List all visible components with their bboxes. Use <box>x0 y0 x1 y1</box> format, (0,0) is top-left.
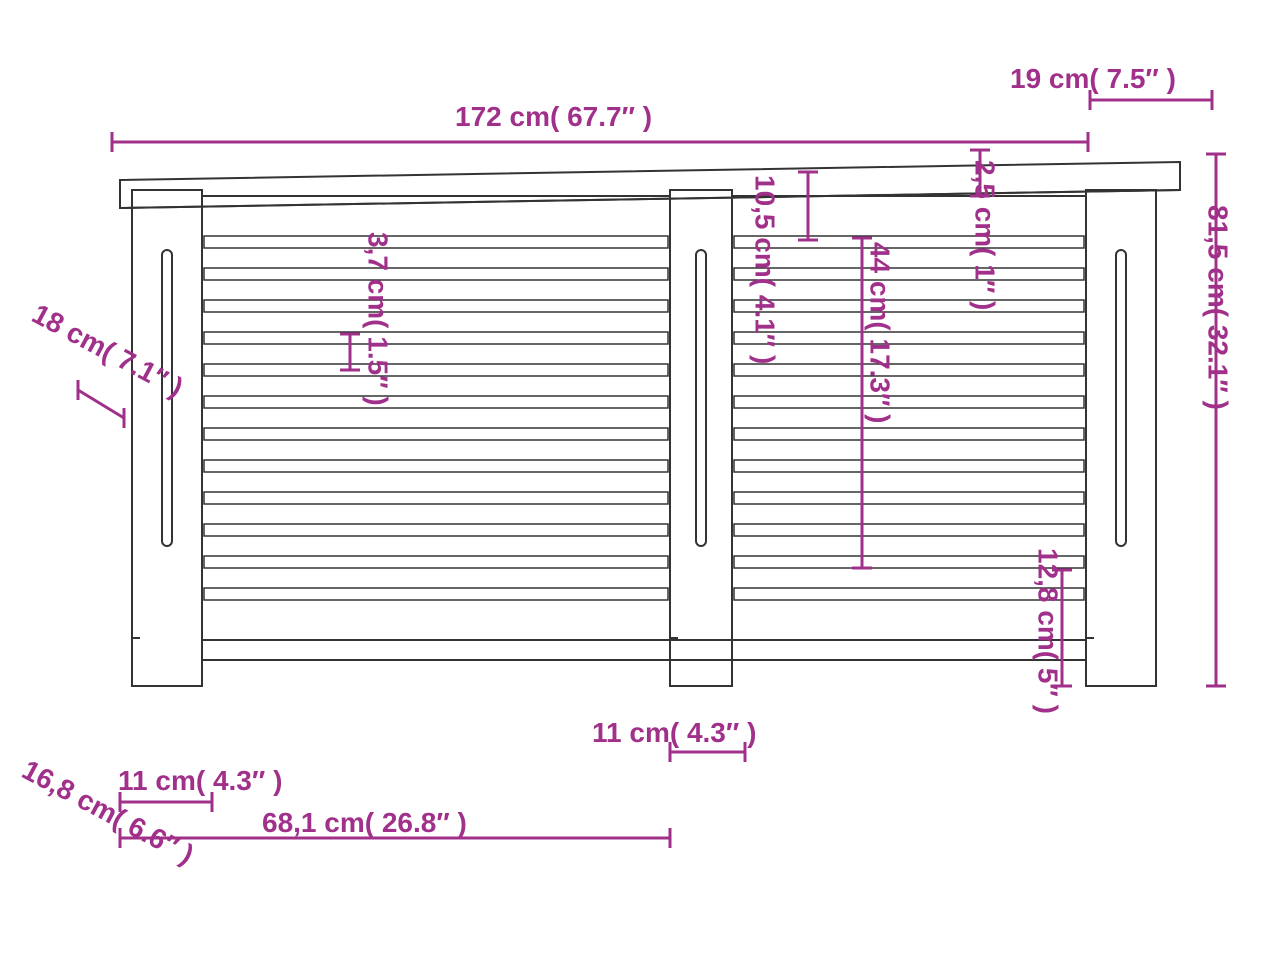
slat <box>204 396 668 408</box>
dim-label-gap_top: 10,5 cm( 4.1″ ) <box>750 175 781 364</box>
dim-label-depth_top: 19 cm( 7.5″ ) <box>1010 63 1176 94</box>
slat <box>204 300 668 312</box>
dim-label-shelf_thick: 2,5 cm( 1″ ) <box>970 160 1001 310</box>
slat <box>734 300 1084 312</box>
slat <box>734 428 1084 440</box>
leg-middle <box>670 190 732 686</box>
slat <box>204 492 668 504</box>
slat <box>734 364 1084 376</box>
slat <box>734 268 1084 280</box>
slat <box>204 588 668 600</box>
dim-label-slat_height: 44 cm( 17.3″ ) <box>865 242 896 424</box>
technical-drawing: 172 cm( 67.7″ ) 19 cm( 7.5″ ) 81,5 cm( 32.… <box>0 0 1280 960</box>
slat <box>734 236 1084 248</box>
slat <box>734 588 1084 600</box>
slat <box>734 332 1084 344</box>
slat <box>204 524 668 536</box>
dim-label-side_panel: 18 cm( 7.1″ ) <box>27 298 188 403</box>
leg-slot <box>696 250 706 546</box>
dim-label-foot_gap: 12,8 cm( 5″ ) <box>1033 548 1064 714</box>
top-shelf <box>120 162 1180 208</box>
slat <box>734 396 1084 408</box>
dim-label-slat_gap: 3,7 cm( 1.5″ ) <box>363 232 394 406</box>
dim-label-height_right: 81,5 cm( 32.1″ ) <box>1203 205 1234 410</box>
slat <box>734 556 1084 568</box>
slat <box>204 364 668 376</box>
slat <box>734 524 1084 536</box>
slat <box>734 460 1084 472</box>
leg-left <box>132 190 202 686</box>
slat <box>204 428 668 440</box>
slat <box>734 492 1084 504</box>
dim-label-width_top: 172 cm( 67.7″ ) <box>455 101 652 132</box>
slat <box>204 236 668 248</box>
dim-line-side_panel <box>78 390 124 418</box>
leg-right <box>1086 190 1156 686</box>
dim-label-panel_w: 68,1 cm( 26.8″ ) <box>262 807 467 838</box>
dim-label-leg_w_mid: 11 cm( 4.3″ ) <box>592 717 756 748</box>
leg-slot <box>1116 250 1126 546</box>
dim-label-leg_w_left: 11 cm( 4.3″ ) <box>118 765 282 796</box>
slat <box>204 332 668 344</box>
slat <box>204 556 668 568</box>
slat <box>204 460 668 472</box>
slat <box>204 268 668 280</box>
